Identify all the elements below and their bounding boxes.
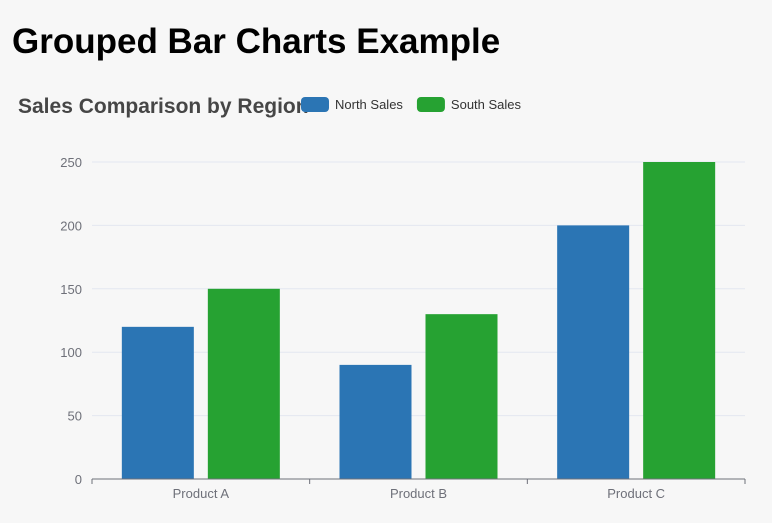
- bar-north-sales: [121, 326, 194, 479]
- bar-south-sales: [425, 314, 498, 479]
- page-heading: Grouped Bar Charts Example: [12, 22, 501, 61]
- y-tick-label: 0: [75, 472, 82, 487]
- x-tick-label: Product A: [173, 486, 230, 501]
- legend-swatch: [416, 97, 445, 112]
- x-tick-label: Product C: [607, 486, 665, 501]
- bar-north-sales: [339, 364, 412, 479]
- bar-south-sales: [207, 288, 280, 479]
- y-tick-label: 100: [60, 345, 82, 360]
- legend-label: South Sales: [451, 97, 522, 112]
- y-tick-label: 250: [60, 155, 82, 170]
- x-tick-label: Product B: [390, 486, 447, 501]
- legend-label: North Sales: [335, 97, 403, 112]
- bar-north-sales: [557, 225, 630, 479]
- legend-swatch: [301, 97, 329, 112]
- y-tick-label: 150: [60, 282, 82, 297]
- chart-title: Sales Comparison by Region: [18, 95, 309, 118]
- y-tick-label: 50: [68, 409, 82, 424]
- bar-south-sales: [643, 162, 716, 479]
- y-tick-label: 200: [60, 218, 82, 233]
